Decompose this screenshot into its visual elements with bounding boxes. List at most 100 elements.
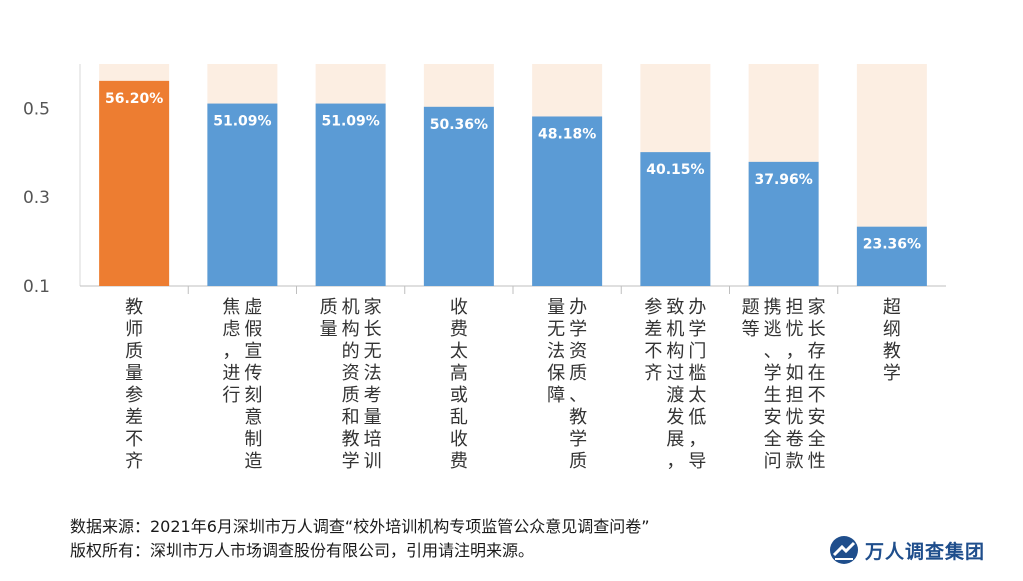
category-char: 无 [364, 341, 382, 362]
category-char: ， [222, 341, 240, 362]
category-char: 逃 [764, 319, 782, 340]
category-char: 收 [450, 297, 468, 318]
category-char: 、 [569, 385, 587, 406]
category-char: 造 [244, 451, 262, 472]
category-char: 太 [450, 341, 468, 362]
category-char: 进 [222, 363, 240, 384]
category-char: ， [688, 429, 706, 450]
category-char: 保 [547, 363, 565, 384]
y-tick-label: 0.5 [23, 99, 50, 119]
category-char: ， [666, 451, 684, 472]
category-char: 费 [450, 451, 468, 472]
category-char: 训 [364, 451, 382, 472]
data-label: 50.36% [430, 117, 488, 133]
data-labels: 56.20% 51.09% 51.09% 50.36% 48.18% 40.15% 37.9… [105, 91, 921, 253]
category-char: 学 [764, 363, 782, 384]
category-char: 差 [644, 319, 662, 340]
category-char: 机 [666, 319, 684, 340]
data-label: 40.15% [646, 162, 704, 178]
data-label: 51.09% [321, 114, 379, 130]
category-char: 量 [125, 363, 143, 384]
category-char: 长 [808, 319, 826, 340]
bar [423, 106, 494, 286]
axes [80, 285, 946, 294]
data-label: 37.96% [754, 172, 812, 188]
category-char: 高 [450, 363, 468, 384]
category-char: 学 [883, 363, 901, 384]
category-char: 全 [808, 429, 826, 450]
category-char: 行 [222, 385, 240, 406]
category-char: 渡 [666, 385, 684, 406]
bar [315, 103, 386, 287]
category-char: 低 [688, 407, 706, 428]
category-char: 参 [125, 385, 143, 406]
category-char: 题 [742, 297, 760, 318]
category-char: 资 [569, 341, 587, 362]
category-char: 教 [125, 297, 143, 318]
data-label: 48.18% [538, 126, 596, 142]
category-char: 刻 [244, 385, 262, 406]
category-char: 门 [688, 341, 706, 362]
category-char: 担 [786, 297, 804, 318]
footer-copyright: 版权所有：深圳市万人市场调查股份有限公司，引用请注明来源。 [70, 541, 535, 560]
category-char: 家 [808, 297, 826, 318]
category-char: 假 [244, 319, 262, 340]
category-char: 、 [764, 341, 782, 362]
category-char: 办 [569, 297, 587, 318]
category-char: 学 [342, 451, 360, 472]
category-char: 长 [364, 319, 382, 340]
category-char: 培 [364, 429, 382, 450]
category-char: 安 [808, 407, 826, 428]
category-char: 收 [450, 429, 468, 450]
category-char: 教 [569, 407, 587, 428]
category-char: 纲 [883, 319, 901, 340]
data-label: 56.20% [105, 91, 163, 107]
category-char: 质 [125, 341, 143, 362]
category-char: 的 [342, 341, 360, 362]
category-char: 或 [450, 385, 468, 406]
bar [207, 103, 278, 287]
category-char: 费 [450, 319, 468, 340]
category-char: 质 [320, 297, 338, 318]
category-char: 构 [342, 319, 360, 340]
category-char: 展 [666, 429, 684, 450]
brand-name: 万人调查集团 [864, 540, 985, 563]
category-char: 问 [764, 451, 782, 472]
category-char: 卷 [786, 429, 804, 450]
category-char: 教 [342, 429, 360, 450]
category-char: 质 [569, 363, 587, 384]
category-char: 办 [688, 297, 706, 318]
category-char: 槛 [688, 363, 706, 384]
category-char: 忧 [786, 319, 804, 340]
category-char: 致 [666, 297, 684, 318]
category-char: 款 [786, 451, 804, 472]
category-char: 师 [125, 319, 143, 340]
category-char: 量 [547, 297, 565, 318]
footer-source: 数据来源：2021年6月深圳市万人调查“校外培训机构专项监管公众意见调查问卷” [70, 517, 650, 536]
category-char: 携 [764, 297, 782, 318]
bar [856, 226, 927, 286]
category-char: 教 [883, 341, 901, 362]
category-char: ， [786, 341, 804, 362]
category-char: 忧 [786, 407, 804, 428]
category-char: 超 [883, 297, 901, 318]
brand-emblem-icon [829, 536, 858, 564]
category-char: 乱 [450, 407, 468, 428]
bar [99, 80, 170, 286]
category-char: 过 [666, 363, 684, 384]
category-char: 障 [547, 385, 565, 406]
brand-logo: 万人调查集团 [829, 535, 985, 565]
category-char: 虑 [222, 319, 240, 340]
category-char: 虚 [244, 297, 262, 318]
y-tick-label: 0.1 [23, 277, 50, 297]
category-char: 学 [569, 429, 587, 450]
category-char: 机 [342, 297, 360, 318]
category-char: 无 [547, 319, 565, 340]
category-char: 法 [364, 363, 382, 384]
